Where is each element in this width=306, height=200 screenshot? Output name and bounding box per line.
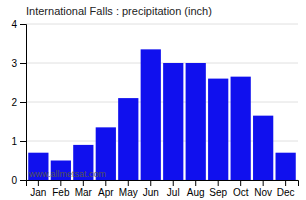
- tick-mark: [150, 180, 151, 186]
- tick: 3: [11, 58, 26, 69]
- tick: Mar: [75, 180, 93, 198]
- tick: 4: [11, 19, 26, 30]
- tick-label: Jul: [167, 187, 180, 198]
- tick-label: 2: [11, 97, 17, 108]
- tick: Jun: [143, 180, 159, 198]
- axis-line: [20, 25, 27, 181]
- watermark: www.allmetsat.com: [28, 169, 106, 179]
- tick-label: May: [119, 187, 138, 198]
- tick-mark: [20, 141, 26, 142]
- grid-line: [26, 63, 298, 64]
- tick-mark: [20, 63, 26, 64]
- tick: Sep: [209, 180, 227, 198]
- tick: Jan: [30, 180, 46, 198]
- tick-label: Dec: [277, 187, 295, 198]
- tick-mark: [128, 180, 129, 186]
- bar: [186, 63, 206, 180]
- tick-mark: [218, 180, 219, 186]
- tick: Aug: [187, 180, 205, 198]
- tick-mark: [105, 180, 106, 186]
- tick: Oct: [233, 180, 249, 198]
- y-axis: 0 1 2 3 4: [11, 19, 26, 186]
- plot: 0 1 2 3 4 Jan Feb Mar Apr May Jun Jul Aug Sep Oct Nov De…: [11, 19, 298, 198]
- tick-label: Jun: [143, 187, 159, 198]
- tick-mark: [240, 180, 241, 186]
- bars: [28, 49, 296, 180]
- tick-mark: [20, 180, 26, 181]
- tick-mark: [83, 180, 84, 186]
- x-axis: Jan Feb Mar Apr May Jun Jul Aug Sep Oct Nov Dec: [27, 180, 299, 198]
- grid: [26, 24, 298, 180]
- grid-line: [26, 24, 298, 25]
- tick-mark: [38, 180, 39, 186]
- axis-line: [27, 181, 299, 187]
- grid-line: [26, 102, 298, 103]
- tick-mark: [60, 180, 61, 186]
- tick-label: Oct: [233, 187, 249, 198]
- chart: International Falls : precipitation (inc…: [0, 0, 306, 200]
- bar: [231, 77, 251, 180]
- tick-label: Aug: [187, 187, 205, 198]
- tick-mark: [20, 24, 26, 25]
- tick-mark: [195, 180, 196, 186]
- tick-label: Feb: [52, 187, 70, 198]
- tick-mark: [173, 180, 174, 186]
- tick-mark: [263, 180, 264, 186]
- tick-label: Nov: [254, 187, 272, 198]
- tick: Nov: [254, 180, 272, 198]
- tick: Jul: [167, 180, 180, 198]
- bar: [141, 49, 161, 180]
- bar: [276, 153, 296, 180]
- title: International Falls : precipitation (inc…: [26, 5, 212, 17]
- tick-label: 4: [11, 19, 17, 30]
- tick: 2: [11, 97, 26, 108]
- tick-label: Sep: [209, 187, 227, 198]
- tick: Feb: [52, 180, 70, 198]
- bar: [118, 98, 138, 180]
- tick-mark: [285, 180, 286, 186]
- tick: Dec: [277, 180, 295, 198]
- tick-label: 0: [11, 175, 17, 186]
- tick-label: Mar: [75, 187, 93, 198]
- tick-label: Apr: [98, 187, 114, 198]
- tick-mark: [20, 102, 26, 103]
- bar: [208, 79, 228, 180]
- tick: 0: [11, 175, 26, 186]
- tick: Apr: [98, 180, 114, 198]
- tick-label: 3: [11, 58, 17, 69]
- tick-label: Jan: [30, 187, 46, 198]
- tick: May: [119, 180, 138, 198]
- bar: [253, 116, 273, 180]
- tick-label: 1: [11, 136, 17, 147]
- tick: 1: [11, 136, 26, 147]
- bar: [163, 63, 183, 180]
